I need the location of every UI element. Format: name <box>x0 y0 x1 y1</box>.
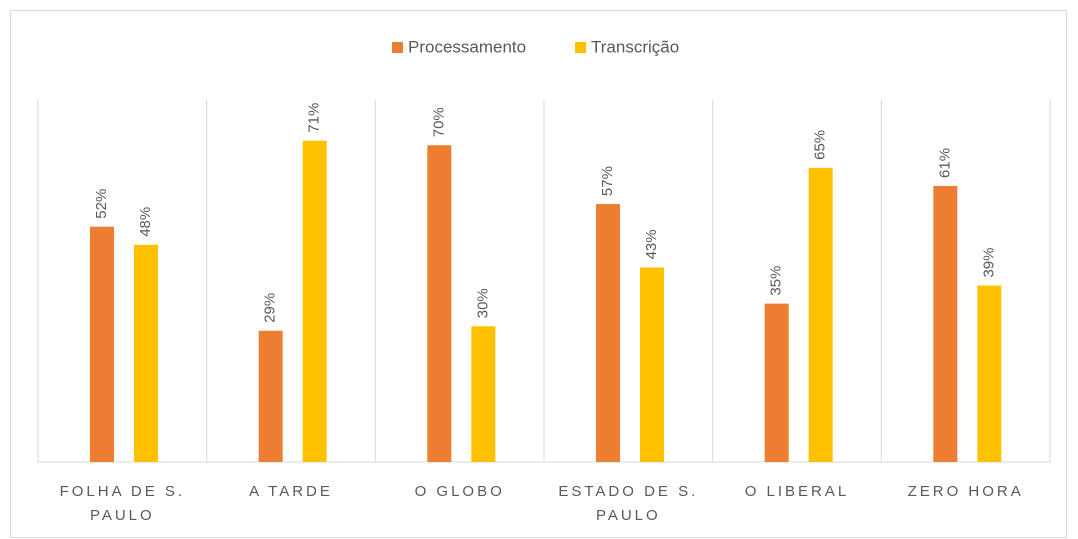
bar <box>302 140 327 462</box>
bar <box>596 204 620 462</box>
bar <box>764 303 789 462</box>
legend-swatch <box>575 42 586 53</box>
value-label: 43% <box>643 229 660 259</box>
legend-swatch <box>392 42 403 53</box>
bar <box>808 167 833 462</box>
value-label: 52% <box>93 189 110 219</box>
bar <box>134 244 158 462</box>
legend-label: Processamento <box>408 37 526 56</box>
bar <box>640 267 664 462</box>
value-label: 30% <box>474 288 491 318</box>
bar <box>471 326 496 462</box>
value-label: 48% <box>137 207 154 237</box>
value-label: 57% <box>599 166 616 196</box>
x-tick-label: A TARDE <box>249 483 333 500</box>
bar <box>977 285 1002 462</box>
bar <box>933 185 958 462</box>
x-tick-label: ZERO HORA <box>907 483 1024 500</box>
x-tick-label: FOLHA DE S. PAULO <box>59 483 186 524</box>
x-tick-label: O LIBERAL <box>744 483 850 500</box>
x-tick-label: ESTADO DE S. PAULO <box>558 483 699 524</box>
value-label: 29% <box>262 293 279 323</box>
bar <box>258 330 283 462</box>
value-label: 71% <box>306 103 323 133</box>
bar <box>427 145 452 462</box>
value-label: 70% <box>430 107 447 137</box>
value-label: 35% <box>768 266 785 296</box>
legend-label: Transcrição <box>591 37 679 56</box>
value-label: 39% <box>980 247 997 277</box>
bar <box>90 226 114 462</box>
value-label: 61% <box>936 148 953 178</box>
value-label: 65% <box>812 130 829 160</box>
x-tick-label: O GLOBO <box>414 483 505 500</box>
chart-border <box>10 10 1067 538</box>
